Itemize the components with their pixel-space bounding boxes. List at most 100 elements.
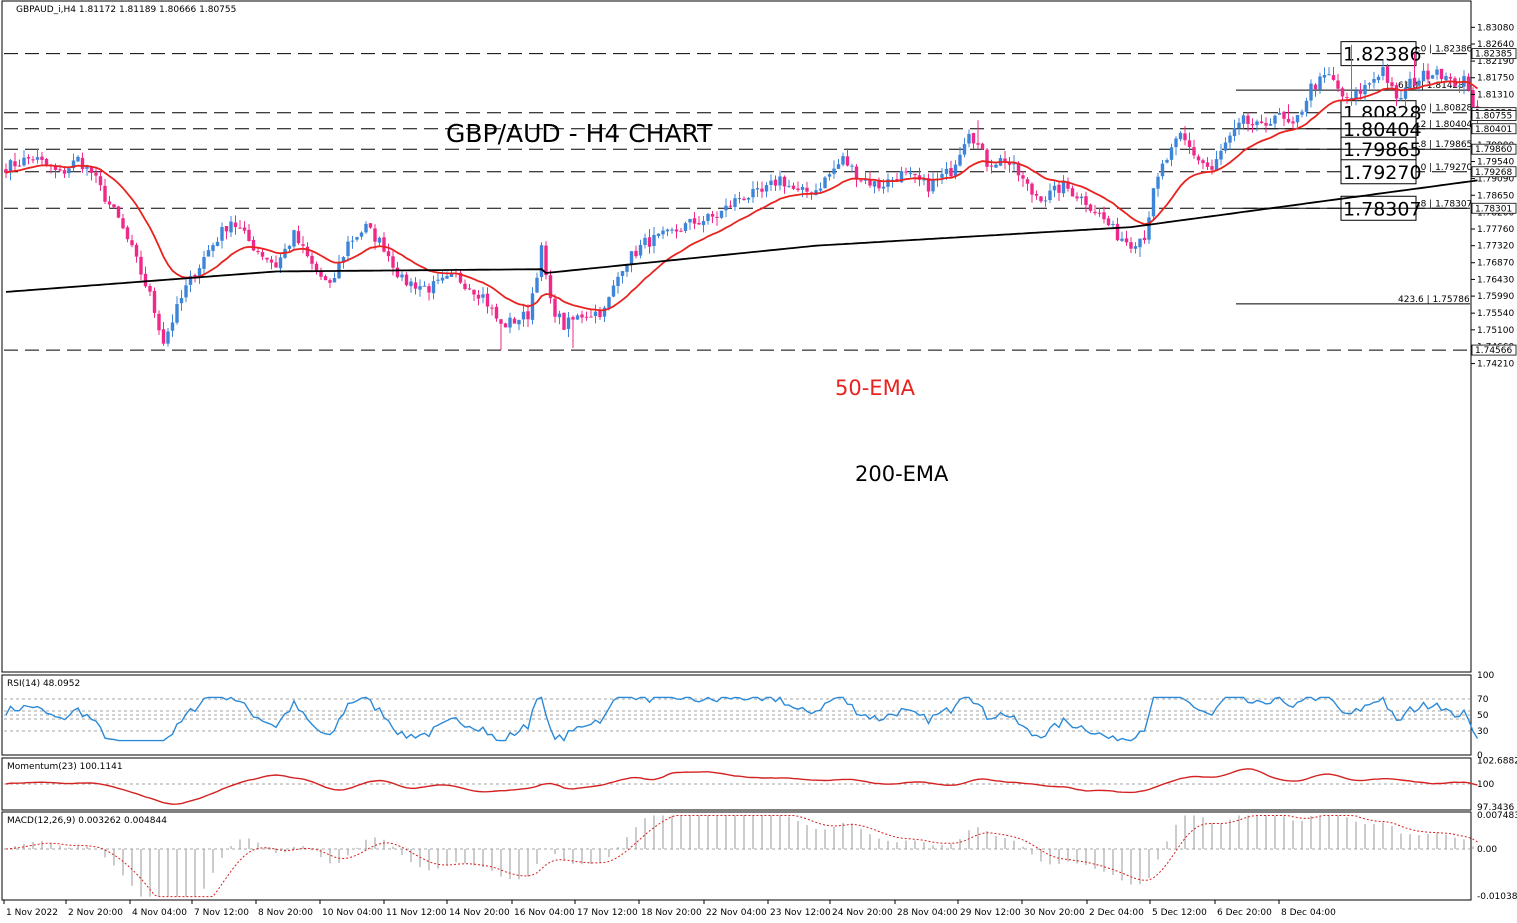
candle-body[interactable] [1327,74,1331,76]
candle-body[interactable] [665,229,670,232]
candle-body[interactable] [1390,82,1394,87]
candle-body[interactable] [80,157,85,170]
candle-body[interactable] [701,221,706,226]
candle-body[interactable] [778,176,782,186]
candle-body[interactable] [1223,142,1228,151]
candle-body[interactable] [476,294,481,299]
candle-body[interactable] [854,166,859,180]
candle-body[interactable] [530,293,535,320]
candle-body[interactable] [1331,75,1336,80]
main-price-panel[interactable] [1,0,1472,673]
candle-body[interactable] [1160,163,1165,177]
candle-body[interactable] [94,172,98,176]
candle-body[interactable] [1439,68,1444,80]
candle-body[interactable] [305,246,310,257]
candle-body[interactable] [620,271,625,276]
candle-body[interactable] [1039,196,1043,202]
candle-body[interactable] [953,164,958,176]
candle-body[interactable] [782,176,787,187]
candle-body[interactable] [913,173,917,176]
candle-body[interactable] [760,188,764,192]
candle-body[interactable] [724,205,728,211]
candle-body[interactable] [616,276,620,286]
candle-body[interactable] [962,144,967,155]
candle-body[interactable] [395,267,400,278]
candle-body[interactable] [1192,147,1196,156]
candle-body[interactable] [296,231,301,244]
candle-body[interactable] [404,274,409,286]
candle-body[interactable] [481,294,485,298]
candle-body[interactable] [1201,160,1205,164]
candle-body[interactable] [1084,196,1088,205]
candle-body[interactable] [1255,121,1259,125]
candle-body[interactable] [949,167,953,177]
candle-body[interactable] [535,277,539,293]
candle-body[interactable] [1169,147,1174,160]
candle-body[interactable] [382,237,386,252]
candle-body[interactable] [467,288,472,290]
candle-body[interactable] [359,232,364,237]
candle-body[interactable] [845,156,850,166]
candle-body[interactable] [220,227,224,241]
candle-body[interactable] [197,268,202,278]
candle-body[interactable] [1219,150,1223,160]
candle-body[interactable] [899,171,904,183]
candle-body[interactable] [179,298,184,304]
candle-body[interactable] [202,257,206,269]
candle-body[interactable] [859,180,863,182]
candle-body[interactable] [184,285,188,298]
candle-body[interactable] [134,244,139,257]
candle-body[interactable] [139,256,143,275]
candle-body[interactable] [517,319,521,325]
candle-body[interactable] [872,181,877,187]
candle-body[interactable] [121,218,125,229]
candle-body[interactable] [1313,84,1318,90]
candle-body[interactable] [742,198,746,201]
candle-body[interactable] [125,227,130,240]
candle-body[interactable] [863,179,868,181]
candle-body[interactable] [269,259,274,263]
candle-body[interactable] [1048,190,1052,201]
candle-body[interactable] [1412,77,1417,86]
candle-body[interactable] [1025,179,1030,184]
candle-body[interactable] [539,245,544,278]
candle-body[interactable] [1417,80,1421,86]
candle-body[interactable] [607,297,611,309]
candle-body[interactable] [1448,76,1453,79]
candle-body[interactable] [629,251,634,265]
candle-body[interactable] [449,273,454,278]
candle-body[interactable] [188,275,193,285]
candle-body[interactable] [152,290,157,313]
candle-body[interactable] [413,282,418,289]
candle-body[interactable] [445,275,449,279]
candle-body[interactable] [1399,98,1403,100]
candle-body[interactable] [548,275,553,299]
candle-body[interactable] [679,230,683,232]
candle-body[interactable] [1367,83,1372,85]
candle-body[interactable] [427,286,431,293]
candle-body[interactable] [1322,75,1327,78]
candle-body[interactable] [1435,69,1439,75]
candle-body[interactable] [787,185,791,187]
candle-body[interactable] [670,229,674,231]
candle-body[interactable] [557,313,562,318]
candle-body[interactable] [17,165,22,167]
candle-body[interactable] [31,159,35,161]
candle-body[interactable] [314,263,319,271]
candle-body[interactable] [98,176,103,186]
candle-body[interactable] [706,213,710,221]
candle-body[interactable] [1250,124,1255,126]
candle-body[interactable] [1246,115,1250,124]
candle-body[interactable] [647,237,652,247]
candle-body[interactable] [1408,78,1412,89]
candle-body[interactable] [508,317,512,328]
candle-body[interactable] [944,168,949,174]
candle-body[interactable] [44,158,49,166]
candle-body[interactable] [53,166,58,170]
candle-body[interactable] [1300,111,1304,115]
candle-body[interactable] [1381,67,1385,77]
candle-body[interactable] [571,317,575,320]
candle-body[interactable] [737,198,742,200]
candle-body[interactable] [1403,87,1408,99]
candle-body[interactable] [1241,115,1246,124]
